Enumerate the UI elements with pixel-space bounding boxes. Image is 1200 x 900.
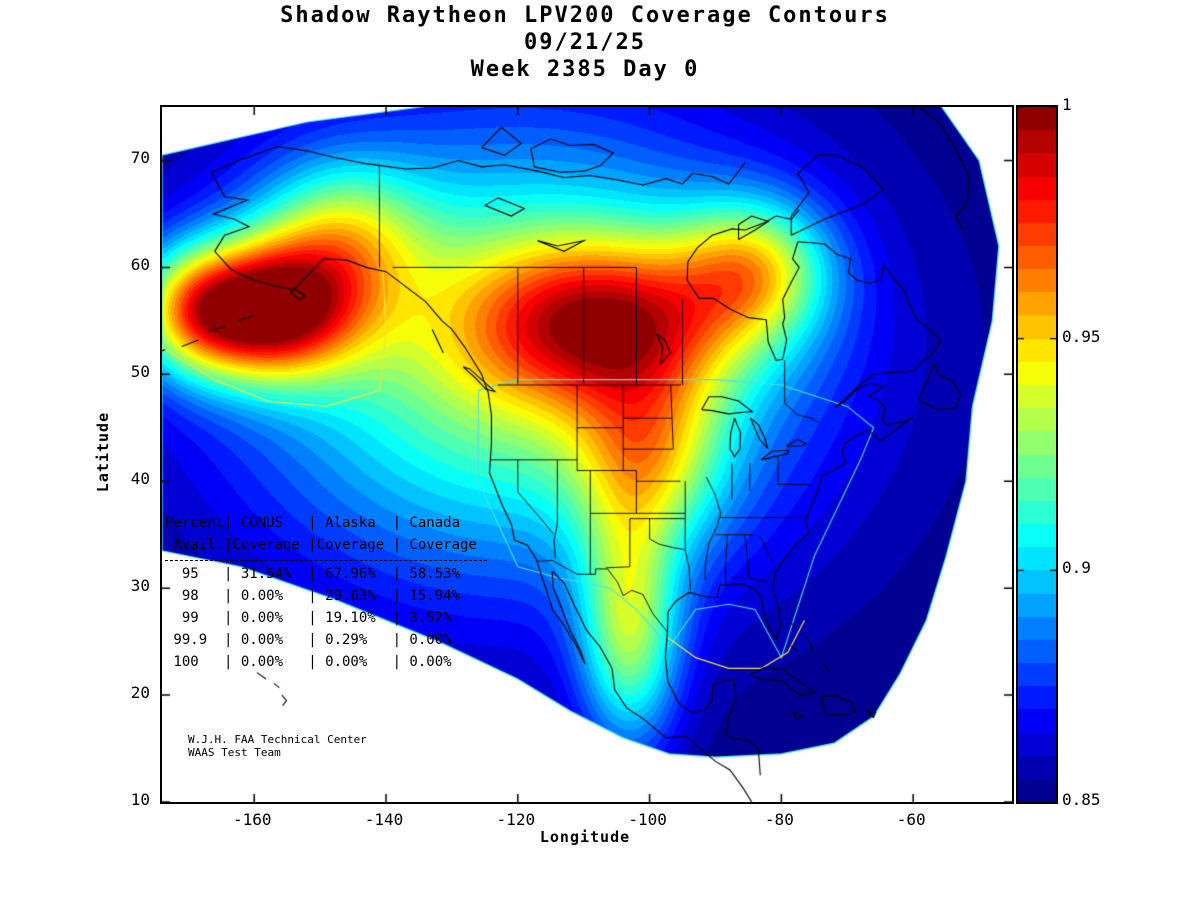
y-tick-label: 30 (130, 576, 150, 596)
y-tick-label: 60 (130, 255, 150, 275)
coverage-table: Percent| CONUS | Alaska | Canada Avail.|… (165, 512, 487, 673)
table-divider (165, 560, 487, 561)
footer-line-2: WAAS Test Team (188, 746, 281, 759)
chart-date: 09/21/25 (524, 30, 646, 55)
x-tick-label: -120 (496, 810, 536, 829)
table-header-line: Avail.|Coverage |Coverage | Coverage (165, 537, 477, 553)
table-row: 99 | 0.00% | 19.10% | 3.52% (165, 610, 452, 626)
x-tick-label: -100 (628, 810, 667, 829)
colorbar-tick-label: 0.85 (1062, 790, 1101, 809)
colorbar-tick-label: 0.9 (1062, 558, 1091, 578)
x-tick-label: -60 (896, 810, 926, 829)
colorbar-canvas (1018, 107, 1056, 802)
contour-map-canvas (162, 107, 1012, 802)
x-axis-label: Longitude (539, 828, 631, 846)
y-tick-label: 40 (130, 469, 150, 489)
table-row: 98 | 0.00% | 29.63% | 15.94% (165, 588, 461, 604)
y-tick-label: 20 (130, 683, 150, 703)
chart-title: Shadow Raytheon LPV200 Coverage Contours (280, 3, 890, 28)
colorbar-tick-label: 1 (1062, 95, 1072, 114)
x-tick-label: -140 (364, 810, 404, 829)
footer-credit: W.J.H. FAA Technical Center WAAS Test Te… (188, 733, 367, 759)
footer-line-1: W.J.H. FAA Technical Center (188, 733, 367, 746)
y-tick-label: 50 (130, 362, 150, 382)
chart-title-block: Shadow Raytheon LPV200 Coverage Contours… (160, 2, 1010, 83)
colorbar-tick-label: 0.95 (1062, 326, 1101, 346)
table-row: 100 | 0.00% | 0.00% | 0.00% (165, 654, 452, 670)
y-tick-label: 10 (130, 790, 150, 809)
y-tick-label: 70 (130, 148, 150, 168)
chart-week-day: Week 2385 Day 0 (470, 57, 700, 82)
table-row: 95 | 31.54% | 67.96% | 58.53% (165, 566, 461, 582)
table-header-line: Percent| CONUS | Alaska | Canada (165, 515, 461, 531)
x-tick-label: -80 (764, 810, 794, 829)
table-row: 99.9 | 0.00% | 0.29% | 0.00% (165, 632, 452, 648)
x-tick-label: -160 (232, 810, 272, 829)
plot-area (160, 105, 1014, 804)
colorbar (1016, 105, 1058, 804)
